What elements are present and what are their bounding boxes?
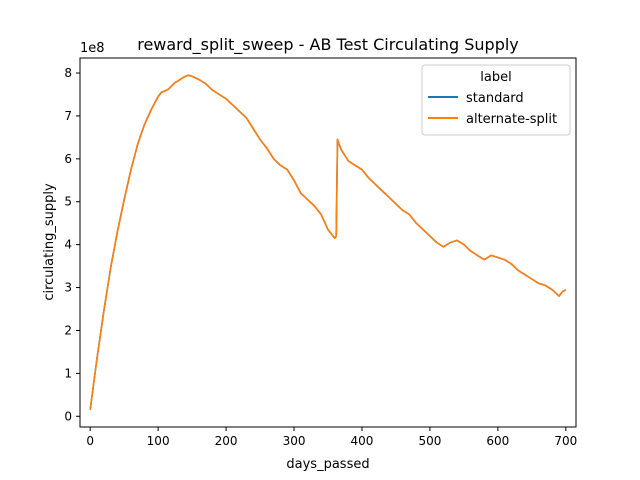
- chart-title: reward_split_sweep - AB Test Circulating…: [137, 35, 519, 55]
- x-tick-label: 600: [486, 434, 509, 448]
- legend-entry-standard: standard: [466, 91, 524, 106]
- y-tick-label: 3: [64, 281, 72, 295]
- x-tick-label: 300: [283, 434, 306, 448]
- legend-title: label: [480, 70, 511, 85]
- axes-frame: [79, 57, 577, 428]
- y-tick-label: 2: [64, 323, 72, 337]
- y-tick-label: 1: [64, 366, 72, 380]
- y-offset-label: 1e8: [80, 41, 105, 56]
- x-tick-label: 0: [86, 434, 94, 448]
- series-lines: [89, 74, 567, 410]
- y-axis-ticks: 0 1 2 3 4 5 6 7 8: [64, 66, 80, 423]
- legend-entry-alternate-split: alternate-split: [466, 112, 557, 127]
- x-tick-label: 200: [215, 434, 238, 448]
- legend: label standard alternate-split: [421, 64, 571, 136]
- plot-area: 0 100 200 300 400 500 600 700 0 1 2 3 4 5 6 7 8: [64, 57, 577, 448]
- x-tick-label: 700: [554, 434, 577, 448]
- legend-box: [421, 64, 571, 136]
- y-axis-label: circulating_supply: [42, 183, 57, 301]
- x-tick-label: 100: [147, 434, 170, 448]
- x-tick-label: 400: [351, 434, 374, 448]
- x-tick-label: 500: [418, 434, 441, 448]
- y-tick-label: 4: [64, 238, 72, 252]
- y-tick-label: 7: [64, 109, 72, 123]
- x-axis-label: days_passed: [286, 457, 369, 472]
- y-tick-label: 8: [64, 66, 72, 80]
- x-axis-ticks: 0 100 200 300 400 500 600 700: [86, 427, 577, 448]
- series-line-alternate-split: [89, 74, 567, 410]
- y-tick-label: 6: [64, 152, 72, 166]
- y-tick-label: 5: [64, 195, 72, 209]
- y-tick-label: 0: [64, 409, 72, 423]
